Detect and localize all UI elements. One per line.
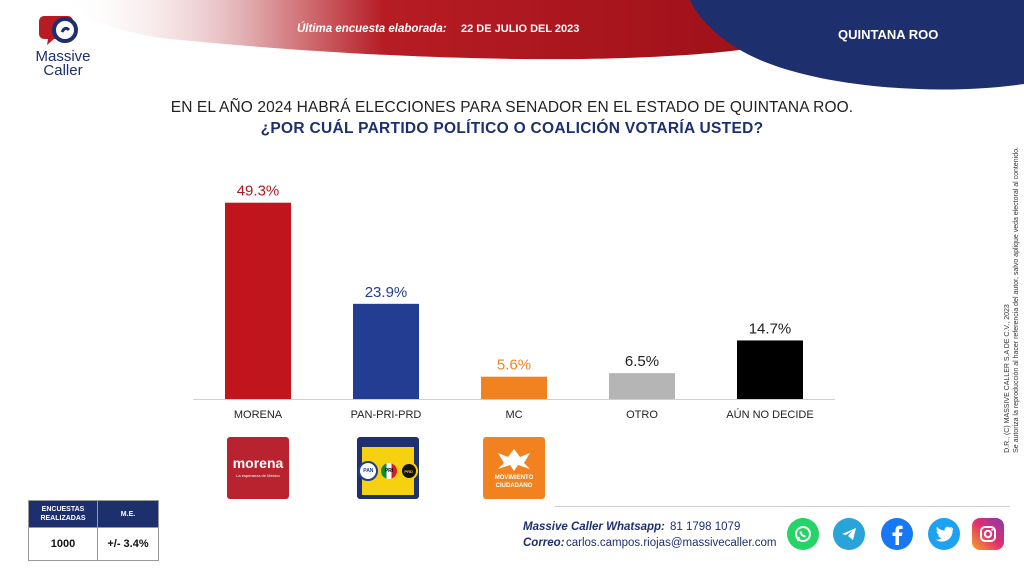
question-line-1: EN EL AÑO 2024 HABRÁ ELECCIONES PARA SEN… bbox=[170, 99, 854, 116]
header-banner bbox=[60, 0, 1024, 90]
twitter-icon[interactable] bbox=[928, 518, 960, 550]
stats-header-me: M.E. bbox=[97, 500, 159, 528]
pri-logo-icon: PRI bbox=[380, 463, 397, 479]
mc-logo-line1: MOVIMIENTO bbox=[494, 475, 534, 481]
mc-logo-line2: CIUDADANO bbox=[495, 483, 533, 489]
pan-logo-icon: PAN bbox=[358, 461, 379, 481]
question-line-2: ¿POR CUÁL PARTIDO POLÍTICO O COALICIÓN V… bbox=[260, 120, 764, 137]
category-label-0: MORENA bbox=[234, 409, 283, 421]
email-address[interactable]: carlos.campos.riojas@massivecaller.com bbox=[566, 537, 777, 549]
bar-4 bbox=[737, 340, 803, 399]
coalition-logo: PAN PRI PRD bbox=[357, 437, 419, 499]
instagram-icon[interactable] bbox=[972, 518, 1004, 550]
copyright-line-2: Se autoriza la reproducción al hacer ref… bbox=[1013, 147, 1020, 453]
logo-text-caller: Caller bbox=[43, 62, 83, 79]
value-label-0: 49.3% bbox=[237, 183, 280, 200]
value-label-1: 23.9% bbox=[365, 284, 408, 301]
footer-divider bbox=[555, 506, 1010, 507]
copyright-note: D.R., (C) MASSIVE CALLER S.A DE C.V., 20… bbox=[1003, 147, 1021, 453]
mc-logo: MOVIMIENTO CIUDADANO bbox=[483, 437, 545, 499]
morena-logo-tagline: La esperanza de México bbox=[236, 473, 280, 478]
category-label-1: PAN-PRI-PRD bbox=[351, 409, 422, 421]
stats-table: ENCUESTAS REALIZADAS M.E. 1000 +/- 3.4% bbox=[28, 500, 159, 561]
prd-logo-icon: PRD bbox=[399, 462, 418, 480]
whatsapp-number[interactable]: 81 1798 1079 bbox=[670, 521, 741, 533]
bar-2 bbox=[481, 376, 547, 399]
copyright-line-1: D.R., (C) MASSIVE CALLER S.A DE C.V., 20… bbox=[1004, 304, 1011, 453]
morena-logo: morena La esperanza de México bbox=[227, 437, 289, 499]
region-label: QUINTANA ROO bbox=[838, 27, 939, 42]
category-label-3: OTRO bbox=[626, 409, 658, 421]
whatsapp-icon[interactable] bbox=[787, 518, 819, 550]
massive-caller-logo-icon bbox=[39, 16, 78, 45]
value-label-2: 5.6% bbox=[497, 357, 531, 374]
stats-header-surveys: ENCUESTAS REALIZADAS bbox=[28, 500, 98, 528]
morena-logo-text: morena bbox=[232, 455, 284, 471]
survey-date-label: Última encuesta elaborada: bbox=[297, 23, 447, 35]
whatsapp-label: Massive Caller Whatsapp: bbox=[523, 521, 665, 533]
stats-value-me: +/- 3.4% bbox=[97, 527, 159, 561]
value-label-4: 14.7% bbox=[749, 320, 792, 337]
bar-1 bbox=[353, 303, 419, 399]
value-label-3: 6.5% bbox=[625, 353, 659, 370]
survey-date: 22 DE JULIO DEL 2023 bbox=[461, 23, 580, 35]
stats-value-surveys: 1000 bbox=[28, 527, 98, 561]
logo-text-massive: Massive bbox=[35, 48, 91, 65]
bar-3 bbox=[609, 373, 675, 399]
telegram-icon[interactable] bbox=[833, 518, 865, 550]
facebook-icon[interactable] bbox=[881, 518, 913, 550]
bar-0 bbox=[225, 202, 291, 399]
eagle-icon bbox=[498, 449, 530, 471]
category-label-4: AÚN NO DECIDE bbox=[726, 408, 813, 421]
email-label: Correo: bbox=[523, 537, 565, 549]
category-label-2: MC bbox=[505, 409, 522, 421]
